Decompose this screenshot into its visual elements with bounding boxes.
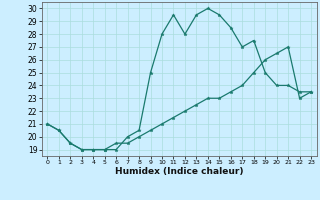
X-axis label: Humidex (Indice chaleur): Humidex (Indice chaleur) — [115, 167, 244, 176]
